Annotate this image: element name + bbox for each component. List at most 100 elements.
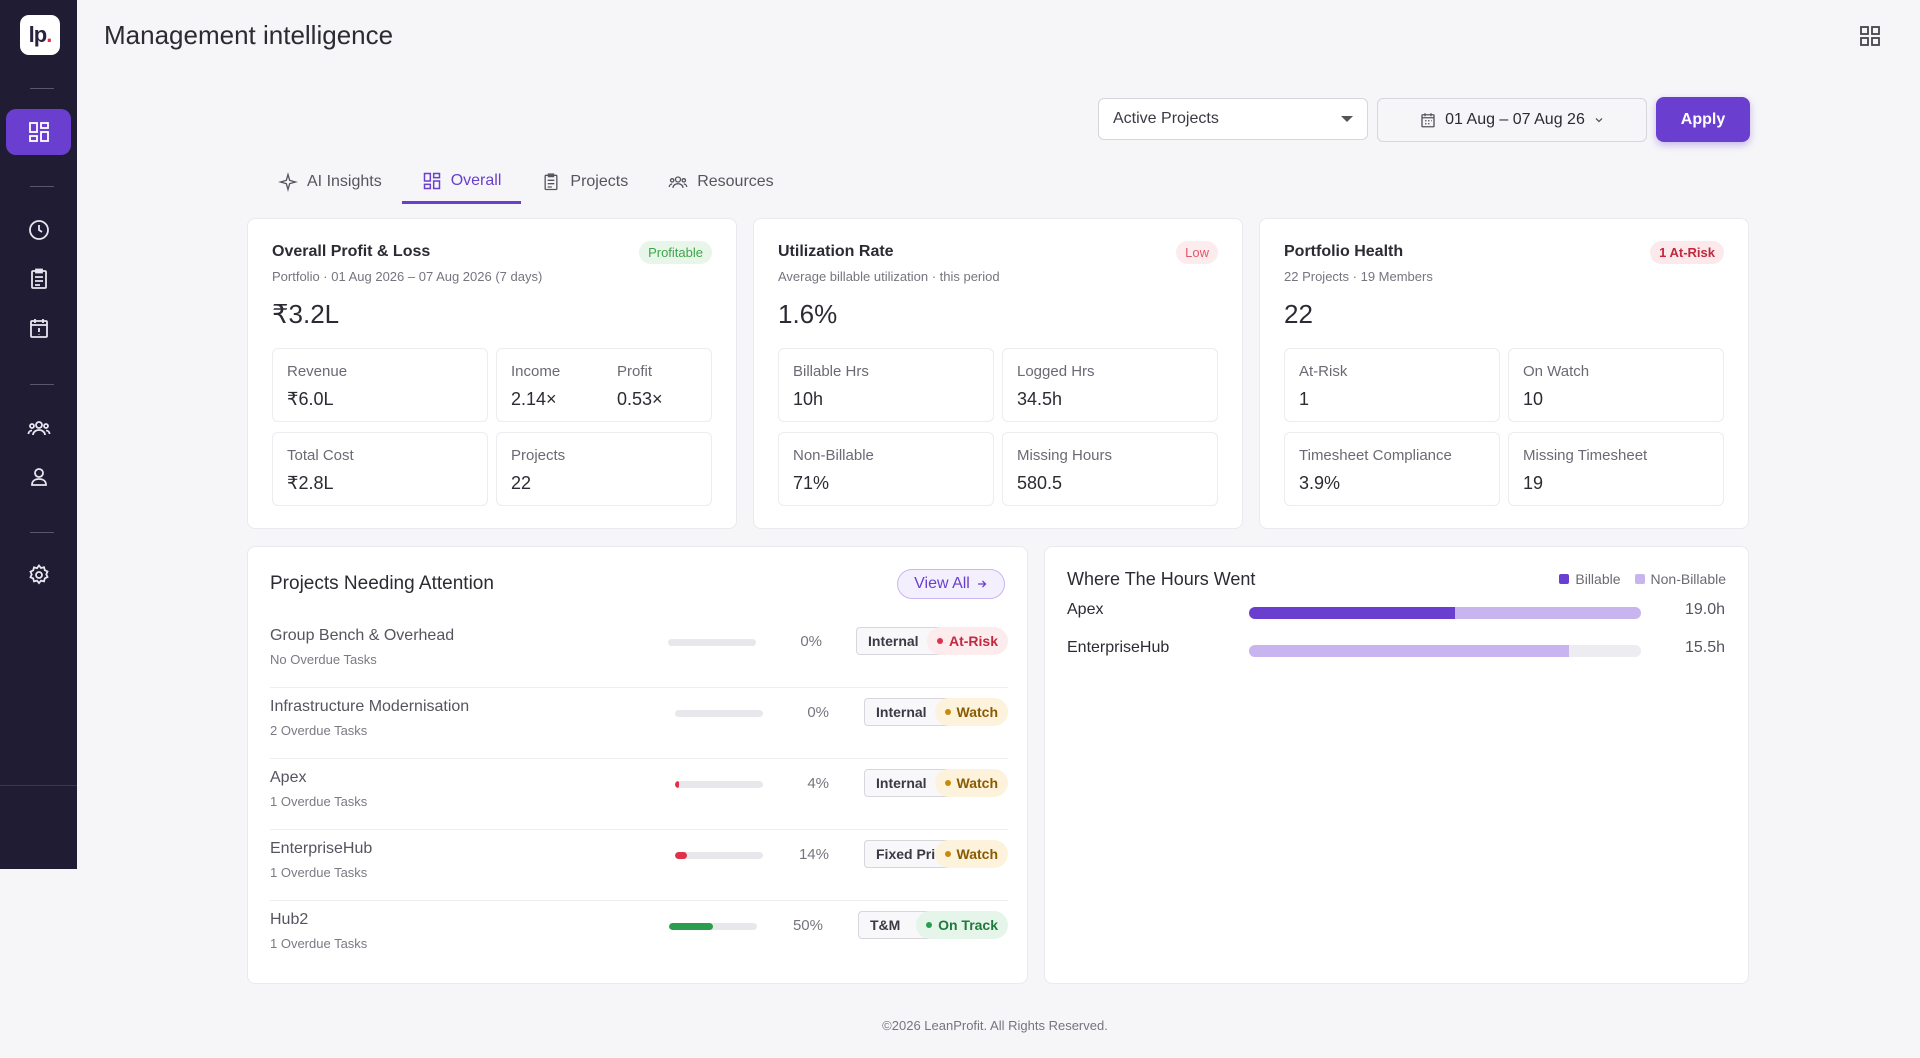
metric-income-profit: Income 2.14× Profit 0.53× (496, 348, 712, 422)
hours-bar (1249, 645, 1641, 657)
hours-value: 19.0h (1684, 601, 1725, 618)
dashboard-icon (28, 122, 49, 142)
status-label: Watch (956, 704, 998, 720)
progress-fill (675, 852, 688, 859)
table-row[interactable]: Hub2 1 Overdue Tasks 50% T&M On Track (270, 901, 1008, 972)
overdue-tasks: No Overdue Tasks (270, 652, 377, 667)
progress-percent: 14% (798, 846, 829, 863)
tab-bar: AI Insights Overall Projects Resources (258, 160, 794, 204)
metric-label: Missing Hours (1017, 447, 1113, 464)
project-name: EnterpriseHub (270, 840, 373, 857)
apply-button[interactable]: Apply (1656, 97, 1750, 142)
nonbillable-segment (1249, 645, 1569, 657)
progress-bar (675, 781, 763, 788)
overdue-tasks: 1 Overdue Tasks (270, 794, 368, 809)
billable-segment (1249, 607, 1456, 619)
sidebar-item-projects[interactable] (6, 256, 71, 302)
metric-billable-hrs: Billable Hrs 10h (778, 348, 994, 422)
metric-value: 2.14× (511, 389, 557, 409)
sidebar: lp. (0, 0, 77, 869)
utilization-value: 1.6% (778, 299, 838, 329)
table-row[interactable]: Apex 1 Overdue Tasks 4% Internal Watch (270, 759, 1008, 830)
metric-at-risk: At-Risk 1 (1284, 348, 1500, 422)
metric-value: 34.5h (1017, 389, 1063, 409)
status-badge: At-Risk (926, 627, 1008, 655)
metric-value: 10 (1523, 389, 1544, 409)
project-name: Infrastructure Modernisation (270, 698, 470, 715)
status-badge: Watch (934, 769, 1008, 797)
metric-label: Logged Hrs (1017, 363, 1095, 380)
progress-fill (675, 781, 679, 788)
calendar-alert-icon (29, 319, 48, 338)
table-row[interactable]: Group Bench & Overhead No Overdue Tasks 0%… (270, 617, 1008, 688)
pnl-subtitle: Portfolio · 01 Aug 2026 – 07 Aug 2026 (7… (272, 269, 543, 284)
tab-label: Projects (570, 173, 629, 190)
metric-on-watch: On Watch 10 (1508, 348, 1724, 422)
progress-bar (675, 710, 763, 717)
attention-title: Projects Needing Attention (270, 573, 494, 594)
tab-projects[interactable]: Projects (521, 160, 648, 204)
legend-item-nonbillable: Non-Billable (1634, 571, 1726, 587)
sidebar-divider (30, 384, 54, 385)
pnl-card: Overall Profit & Loss Portfolio · 01 Aug… (247, 218, 737, 529)
sidebar-item-teams[interactable] (6, 405, 71, 451)
progress-percent: 50% (792, 917, 823, 934)
metric-logged-hrs: Logged Hrs 34.5h (1002, 348, 1218, 422)
metric-revenue: Revenue ₹6.0L (272, 348, 488, 422)
dashboard-icon (423, 172, 440, 189)
metric-label: Timesheet Compliance (1299, 447, 1452, 464)
progress-fill (669, 923, 713, 930)
sidebar-item-dashboard[interactable] (6, 109, 71, 155)
table-row[interactable]: EnterpriseHub 1 Overdue Tasks 14% Fixed Pri… (270, 830, 1008, 901)
view-all-button[interactable]: View All (897, 569, 1005, 599)
sidebar-item-timesheet[interactable] (6, 207, 71, 253)
project-filter-select[interactable]: Active Projects (1098, 98, 1368, 140)
status-badge: Low (1176, 241, 1218, 264)
status-dot (944, 780, 951, 786)
apps-grid-icon[interactable] (1858, 24, 1882, 48)
metric-label: On Watch (1523, 363, 1590, 380)
project-name: Apex (1067, 601, 1104, 618)
metric-label: Revenue (287, 363, 348, 380)
sidebar-item-calendar[interactable] (6, 305, 71, 351)
tab-ai-insights[interactable]: AI Insights (258, 160, 402, 204)
status-label: On Track (938, 917, 998, 933)
metric-projects: Projects 22 (496, 432, 712, 506)
project-name: Apex (270, 769, 307, 786)
footer-text: ©2026 LeanProfit. All Rights Reserved. (882, 1018, 1108, 1033)
metric-value: 580.5 (1017, 473, 1063, 493)
legend-swatch (1634, 574, 1645, 584)
table-row[interactable]: Infrastructure Modernisation 2 Overdue Ta… (270, 688, 1008, 759)
hours-card: Where The Hours Went Billable Non-Billab… (1044, 546, 1749, 984)
gear-icon (28, 564, 49, 585)
sidebar-item-settings[interactable] (6, 552, 71, 598)
legend-label: Non-Billable (1650, 571, 1726, 587)
metric-label: Billable Hrs (793, 363, 869, 380)
chart-legend: Billable Non-Billable (1559, 571, 1726, 587)
status-label: At-Risk (948, 633, 998, 649)
sidebar-item-users[interactable] (6, 454, 71, 500)
metric-value: ₹2.8L (287, 473, 334, 493)
hours-bar (1249, 607, 1641, 619)
project-name: Group Bench & Overhead (270, 627, 455, 644)
progress-bar (669, 923, 757, 930)
utilization-card: Utilization Rate Average billable utiliz… (753, 218, 1243, 529)
pnl-title: Overall Profit & Loss (272, 243, 431, 260)
tab-resources[interactable]: Resources (648, 160, 793, 204)
project-filter-value: Active Projects (1113, 110, 1219, 127)
progress-percent: 4% (807, 775, 829, 792)
metric-timesheet-compliance: Timesheet Compliance 3.9% (1284, 432, 1500, 506)
date-range-value: 01 Aug – 07 Aug 26 (1445, 111, 1585, 128)
chevron-down-icon (1595, 118, 1603, 123)
metric-value: 0.53× (617, 389, 663, 409)
date-range-picker[interactable]: 01 Aug – 07 Aug 26 (1377, 98, 1647, 142)
metric-label: Total Cost (287, 447, 354, 464)
tab-overall[interactable]: Overall (401, 160, 522, 204)
metric-missing-timesheet: Missing Timesheet 19 (1508, 432, 1724, 506)
progress-bar (668, 639, 756, 646)
sparkle-icon (278, 172, 298, 192)
legend-swatch (1559, 574, 1570, 584)
metric-label: Projects (511, 447, 566, 464)
app-logo[interactable]: lp. (20, 15, 60, 55)
progress-percent: 0% (800, 633, 822, 650)
